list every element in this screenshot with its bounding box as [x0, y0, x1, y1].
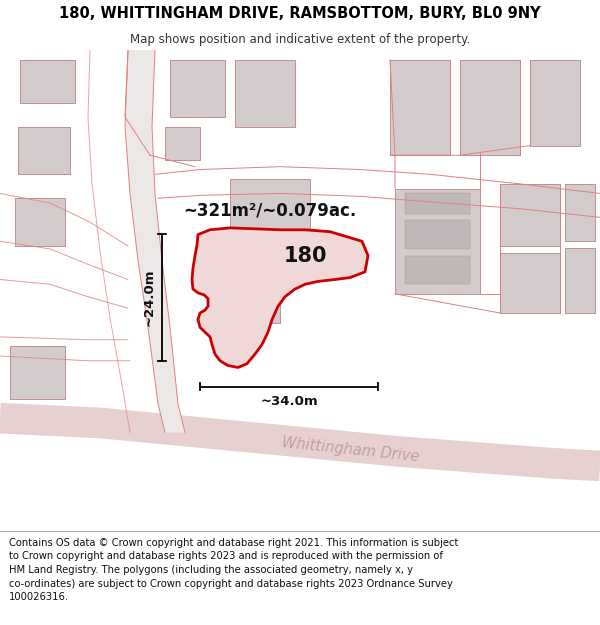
Text: ~34.0m: ~34.0m: [260, 396, 318, 408]
Text: Map shows position and indicative extent of the property.: Map shows position and indicative extent…: [130, 32, 470, 46]
Polygon shape: [125, 50, 185, 432]
Text: Whittingham Drive: Whittingham Drive: [281, 435, 419, 464]
Text: 180: 180: [283, 246, 327, 266]
Polygon shape: [460, 59, 520, 155]
Polygon shape: [395, 189, 480, 294]
Polygon shape: [18, 126, 70, 174]
Polygon shape: [500, 253, 560, 313]
Polygon shape: [500, 184, 560, 246]
Polygon shape: [165, 126, 200, 160]
Polygon shape: [230, 179, 310, 246]
Polygon shape: [405, 220, 470, 249]
Text: ~321m²/~0.079ac.: ~321m²/~0.079ac.: [184, 202, 356, 219]
Text: Contains OS data © Crown copyright and database right 2021. This information is : Contains OS data © Crown copyright and d…: [9, 538, 458, 602]
Polygon shape: [565, 248, 595, 313]
Polygon shape: [15, 198, 65, 246]
Polygon shape: [20, 59, 75, 102]
Text: 180, WHITTINGHAM DRIVE, RAMSBOTTOM, BURY, BL0 9NY: 180, WHITTINGHAM DRIVE, RAMSBOTTOM, BURY…: [59, 6, 541, 21]
Polygon shape: [530, 59, 580, 146]
Polygon shape: [230, 253, 280, 322]
Polygon shape: [390, 59, 450, 155]
Polygon shape: [10, 346, 65, 399]
Text: ~24.0m: ~24.0m: [143, 269, 155, 326]
Polygon shape: [405, 194, 470, 214]
Polygon shape: [235, 59, 295, 126]
Polygon shape: [405, 256, 470, 284]
Polygon shape: [192, 228, 368, 368]
Polygon shape: [170, 59, 225, 117]
Polygon shape: [565, 184, 595, 241]
